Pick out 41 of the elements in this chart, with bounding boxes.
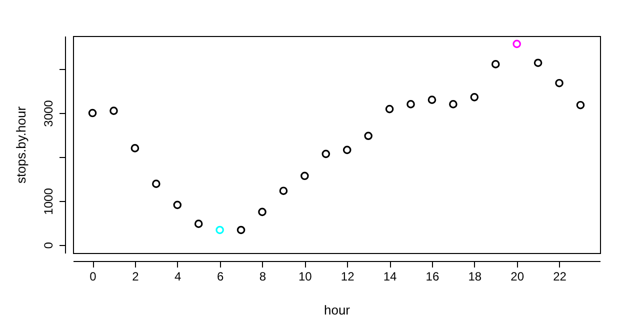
point — [279, 186, 288, 196]
y-tick-label: 3000 — [42, 100, 56, 127]
x-tick-label: 14 — [383, 270, 398, 284]
x-tick-label: 6 — [216, 270, 224, 284]
point — [512, 40, 521, 48]
point — [194, 220, 203, 228]
x-tick-label: 2 — [132, 270, 140, 284]
x-tick-label: 12 — [340, 270, 355, 284]
point — [406, 100, 415, 108]
y-tick-label: 0 — [42, 242, 56, 249]
point — [300, 172, 309, 180]
x-tick-label: 20 — [510, 270, 524, 284]
point — [216, 226, 224, 234]
point — [428, 96, 436, 104]
x-tick-label: 16 — [426, 270, 440, 284]
point — [258, 208, 266, 216]
point — [449, 100, 458, 108]
y-axis-title: stops.by.hour — [14, 106, 28, 184]
x-tick-label: 22 — [553, 270, 567, 284]
point — [385, 104, 394, 114]
point — [364, 132, 372, 140]
point — [322, 150, 330, 158]
x-tick-label: 10 — [298, 270, 312, 284]
point — [470, 93, 479, 102]
point — [342, 146, 352, 154]
point — [88, 108, 97, 118]
x-tick-label: 18 — [468, 270, 482, 284]
point — [576, 100, 585, 110]
x-tick-label: 0 — [90, 270, 97, 284]
point — [491, 60, 500, 68]
x-axis-title: hour — [324, 302, 351, 318]
y-tick-label: 1000 — [42, 188, 56, 215]
point — [534, 58, 542, 68]
x-tick-label: 8 — [259, 270, 266, 284]
x-tick-label: 4 — [174, 270, 182, 284]
point — [555, 78, 564, 88]
point — [130, 144, 140, 152]
point — [152, 180, 160, 188]
point — [110, 106, 118, 115]
point — [173, 200, 182, 210]
point — [236, 226, 246, 234]
